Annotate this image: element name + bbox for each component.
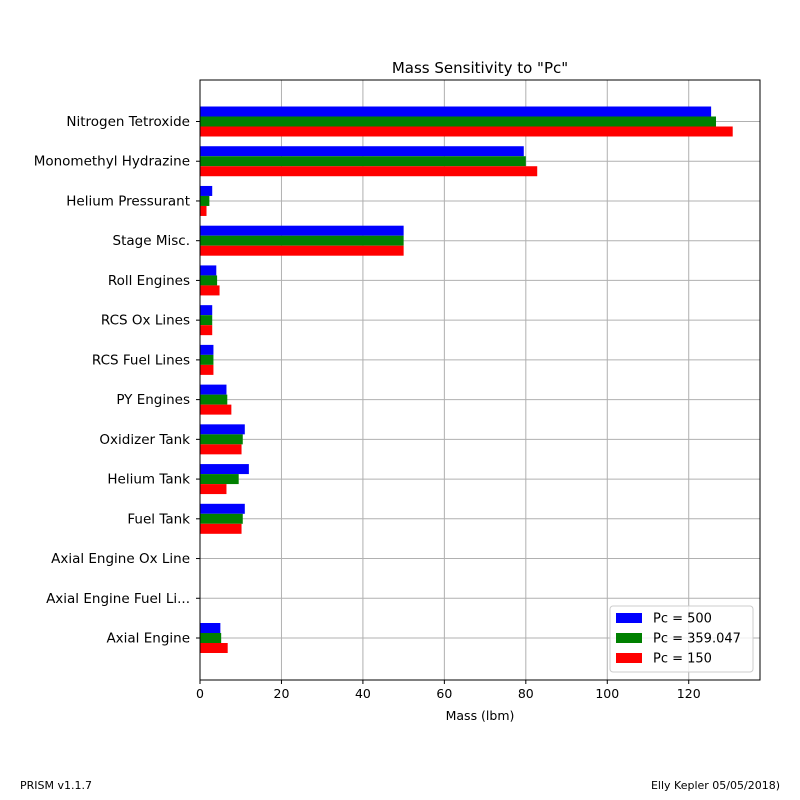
bar [200, 126, 733, 137]
x-tick-label: 20 [274, 686, 290, 701]
x-tick-label: 120 [677, 686, 701, 701]
bar [200, 434, 243, 445]
legend-box [609, 605, 754, 673]
bar [200, 315, 213, 326]
y-tick-label: Helium Pressurant [66, 193, 190, 209]
y-tick-label: Roll Engines [108, 273, 190, 289]
bar [200, 464, 249, 475]
x-tick-label: 40 [355, 686, 371, 701]
bar [200, 643, 228, 653]
bar [200, 384, 227, 395]
legend: Pc = 500 Pc = 359.047 Pc = 150 [609, 605, 754, 673]
bar [200, 633, 222, 643]
bar [200, 245, 404, 256]
bar [200, 325, 213, 336]
bar [200, 146, 524, 157]
bar [200, 185, 213, 196]
bar [200, 424, 245, 435]
y-tick-label: Axial Engine Ox Line [51, 551, 190, 567]
y-tick-label: Axial Engine Fuel Li... [46, 591, 190, 607]
bar [200, 265, 217, 276]
bar [200, 275, 218, 286]
y-tick-label: Fuel Tank [127, 511, 190, 527]
x-tick-label: 0 [196, 686, 204, 701]
x-tick-label: 80 [518, 686, 534, 701]
legend-swatch [616, 633, 642, 643]
bar [200, 404, 232, 415]
bar [200, 156, 526, 167]
y-tick-label: PY Engines [116, 392, 190, 408]
x-tick-label: 100 [595, 686, 619, 701]
chart-title: Mass Sensitivity to "Pc" [392, 59, 568, 77]
bar [200, 106, 712, 117]
bar [200, 195, 210, 206]
bar [200, 444, 242, 455]
bar [200, 513, 243, 524]
bar [200, 394, 228, 405]
bar [200, 503, 245, 514]
bar [200, 225, 404, 236]
footer-author-date: Elly Kepler 05/05/2018) [650, 779, 780, 792]
legend-swatch [616, 653, 642, 663]
y-tick-label: Monomethyl Hydrazine [34, 154, 190, 170]
y-tick-label: Stage Misc. [113, 233, 190, 249]
bar [200, 205, 207, 216]
bar [200, 235, 404, 246]
legend-entry: Pc = 359.047 [653, 632, 741, 647]
bar [200, 166, 538, 177]
x-axis-label: Mass (lbm) [446, 708, 515, 723]
bar [200, 484, 227, 495]
y-tick-label: Nitrogen Tetroxide [66, 114, 190, 130]
bar [200, 354, 214, 365]
legend-entry: Pc = 150 [653, 652, 712, 667]
bar [200, 623, 221, 633]
x-tick-label: 60 [436, 686, 452, 701]
bar [200, 116, 717, 127]
legend-swatch [616, 613, 642, 623]
y-tick-label: RCS Ox Lines [101, 313, 190, 329]
y-tick-label: Helium Tank [107, 472, 190, 488]
bar [200, 285, 220, 296]
bar [200, 344, 214, 355]
bar [200, 364, 214, 375]
bar [200, 305, 213, 316]
y-tick-label: Oxidizer Tank [99, 432, 190, 448]
bar [200, 474, 239, 485]
plot-frame [199, 79, 761, 681]
legend-entry: Pc = 500 [653, 612, 712, 627]
y-tick-label: Axial Engine [106, 631, 190, 647]
footer-version: PRISM v1.1.7 [20, 779, 92, 792]
bar [200, 523, 242, 534]
y-tick-label: RCS Fuel Lines [92, 352, 190, 368]
